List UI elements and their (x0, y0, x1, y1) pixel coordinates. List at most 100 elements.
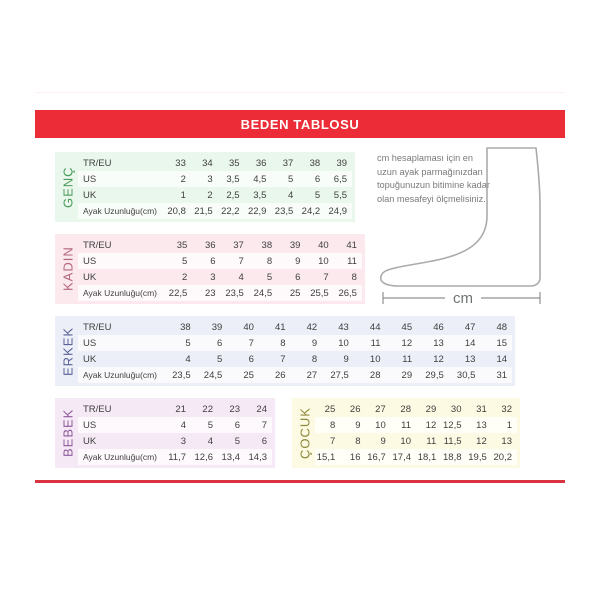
table-cell: 7 (238, 255, 244, 267)
table-cell: 44 (369, 321, 381, 333)
table-cell: 35 (176, 239, 188, 251)
table-cell: 36 (255, 157, 267, 169)
row-label-us: US (83, 173, 97, 185)
table-cell: 38 (261, 239, 273, 251)
size-table-genc: GENÇ TR/EU 33 34 35 36 37 38 39 US 2 3 3,5 4,5 5 6 6… (55, 152, 355, 222)
table-cell: 22 (202, 403, 213, 415)
table-cell: 9 (380, 435, 386, 447)
table-label-bebek: BEBEK (60, 408, 76, 458)
table-row: 7 8 9 10 11 11,5 12 13 (315, 433, 517, 449)
table-row: 15,1 16 16,7 17,4 18,1 18,8 19,5 20,2 (315, 449, 517, 465)
table-cell: 6,5 (333, 173, 348, 185)
table-cell: 10 (338, 337, 349, 349)
row-cells-us: 5 6 7 8 9 10 11 12 13 14 15 (164, 338, 512, 349)
table-cell: 25,5 (310, 287, 329, 299)
row-cells-length: 20,8 21,5 22,2 22,9 23,5 24,2 24,9 (164, 206, 352, 217)
table-cell: 12 (401, 337, 413, 349)
table-cell: 2 (207, 189, 213, 201)
table-row: Ayak Uzunluğu(cm) 22,5 23 23,5 24,5 25 25,5 26… (78, 285, 362, 301)
table-cell: 3 (207, 173, 213, 185)
table-cell: 14 (464, 337, 476, 349)
table-cell: 9 (311, 337, 318, 349)
table-cell: 12,6 (194, 451, 214, 463)
row-label-us: US (83, 419, 97, 431)
table-grid-bebek: TR/EU 21 22 23 24 US 4 5 6 7 UK 3 4 5 6 Ayak Uzun… (78, 401, 272, 465)
table-cell: 36 (204, 239, 216, 251)
table-cell: 31 (496, 369, 508, 381)
table-cell: 11 (370, 337, 381, 349)
table-row: UK 4 5 6 7 8 9 10 11 12 13 14 (78, 351, 512, 367)
table-row: Ayak Uzunluğu(cm) 11,7 12,6 13,4 14,3 (78, 449, 272, 465)
table-row: US 2 3 3,5 4,5 5 6 6,5 (78, 171, 352, 187)
table-cell: 8 (351, 271, 357, 283)
table-cell: 9 (355, 419, 361, 431)
table-row: 8 9 10 11 12 12,5 13 1 (315, 417, 517, 433)
table-cell: 11,7 (168, 451, 186, 463)
row-cells-length: 23,5 24,5 25 26 27 27,5 28 29 29,5 30,5 31 (164, 370, 512, 381)
row-label-length: Ayak Uzunluğu(cm) (83, 370, 158, 380)
table-cell: 5 (216, 353, 223, 365)
table-cell: 5 (185, 337, 191, 349)
table-cell: 17,4 (392, 451, 412, 463)
table-cell: 5,5 (333, 189, 348, 201)
table-cell: 13 (501, 435, 512, 447)
table-row: UK 1 2 2,5 3,5 4 5 5,5 (78, 187, 352, 203)
row-label-length: Ayak Uzunluğu(cm) (83, 288, 158, 298)
table-cell: 9 (295, 255, 301, 267)
table-row: UK 2 3 4 5 6 7 8 (78, 269, 362, 285)
table-cell: 2 (180, 173, 186, 185)
row-cells-length: 15,1 16 16,7 17,4 18,1 18,8 19,5 20,2 (315, 452, 517, 463)
table-cell: 8 (280, 337, 286, 349)
row-cells-us: 2 3 3,5 4,5 5 6 6,5 (164, 174, 352, 185)
row-label-uk: UK (83, 353, 97, 365)
table-cell: 41 (346, 239, 357, 251)
table-cell: 4 (185, 353, 191, 365)
row-cells-uk: 1 2 2,5 3,5 4 5 5,5 (164, 190, 352, 201)
table-cell: 15,1 (316, 451, 336, 463)
table-row: TR/EU 35 36 37 38 39 40 41 (78, 237, 362, 253)
row-cells-uk: 7 8 9 10 11 11,5 12 13 (315, 436, 517, 447)
row-cells-us: 5 6 7 8 9 10 11 (164, 256, 362, 267)
table-cell: 12 (476, 435, 487, 447)
table-cell: 6 (234, 419, 240, 431)
size-table-cocuk: ÇOCUK 25 26 27 28 29 30 31 32 8 9 10 11 12 12,5 13 1 7… (292, 398, 520, 468)
table-cell: 22,2 (221, 205, 240, 217)
table-cell: 6 (295, 271, 301, 283)
table-cell: 11 (426, 435, 437, 447)
table-cell: 37 (233, 239, 244, 251)
table-cell: 13,4 (221, 451, 241, 463)
table-grid-genc: TR/EU 33 34 35 36 37 38 39 US 2 3 3,5 4,5 5 6 6,5 UK… (78, 155, 352, 219)
row-label-length: Ayak Uzunluğu(cm) (83, 452, 158, 462)
table-cell: 4 (180, 419, 186, 431)
table-cell: 12 (425, 419, 437, 431)
row-cells-us: 8 9 10 11 12 12,5 13 1 (315, 420, 517, 431)
card-top-rule (35, 92, 565, 93)
table-cell: 22,9 (247, 205, 267, 217)
table-cell: 40 (318, 239, 329, 251)
table-cell: 43 (338, 321, 349, 333)
table-cell: 15 (496, 337, 508, 349)
table-row: UK 3 4 5 6 (78, 433, 272, 449)
table-cell: 5 (207, 419, 213, 431)
table-grid-cocuk: 25 26 27 28 29 30 31 32 8 9 10 11 12 12,5 13 1 7 8 9 10 11… (315, 401, 517, 465)
row-cells-tr-eu: 35 36 37 38 39 40 41 (164, 240, 362, 251)
table-row: TR/EU 33 34 35 36 37 38 39 (78, 155, 352, 171)
table-cell: 39 (289, 239, 301, 251)
table-label-cocuk: ÇOCUK (297, 407, 313, 459)
table-cell: 42 (306, 321, 318, 333)
table-row: US 4 5 6 7 (78, 417, 272, 433)
table-cell: 5 (288, 173, 294, 185)
table-cell: 13 (433, 337, 444, 349)
table-cell: 20,8 (167, 205, 186, 217)
table-cell: 24,5 (203, 369, 223, 381)
table-cell: 8 (355, 435, 361, 447)
table-cell: 25 (324, 403, 336, 415)
row-label-us: US (83, 255, 97, 267)
chart-title-banner: BEDEN TABLOSU (35, 110, 565, 138)
table-cell: 9 (343, 353, 349, 365)
row-label-us: US (83, 337, 97, 349)
table-cell: 32 (501, 403, 512, 415)
table-row: US 5 6 7 8 9 10 11 12 13 14 15 (78, 335, 512, 351)
table-cell: 23,5 (225, 287, 244, 299)
table-cell: 11 (401, 419, 411, 431)
